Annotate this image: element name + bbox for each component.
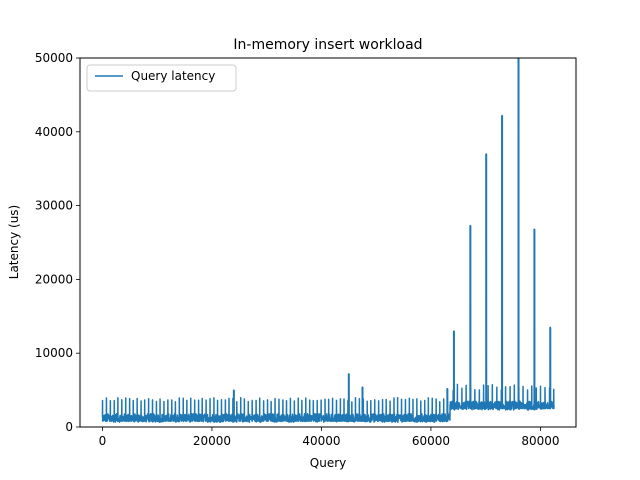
legend-label: Query latency [131, 69, 215, 83]
y-axis: 0 10000 20000 30000 40000 50000 [35, 51, 80, 434]
x-tick-label: 20000 [193, 434, 231, 448]
y-tick-label: 20000 [35, 272, 73, 286]
legend-box [86, 64, 237, 92]
x-tick-label: 40000 [302, 434, 340, 448]
chart-title: In-memory insert workload [233, 37, 422, 53]
y-tick-label: 30000 [35, 199, 73, 213]
legend: Query latency [86, 64, 237, 92]
x-tick-label: 80000 [521, 434, 559, 448]
series-line-group [101, 58, 555, 423]
y-tick-label: 0 [65, 420, 73, 434]
x-tick-label: 0 [99, 434, 107, 448]
y-tick-label: 50000 [35, 51, 73, 65]
y-tick-label: 40000 [35, 125, 73, 139]
x-tick-label: 60000 [412, 434, 450, 448]
x-axis-label: Query [310, 456, 346, 470]
series-line-query-latency [101, 58, 555, 423]
x-axis: 0 20000 40000 60000 80000 [99, 427, 560, 448]
plot-frame [79, 57, 577, 428]
y-tick-label: 10000 [35, 346, 73, 360]
y-axis-label: Latency (us) [7, 205, 21, 279]
